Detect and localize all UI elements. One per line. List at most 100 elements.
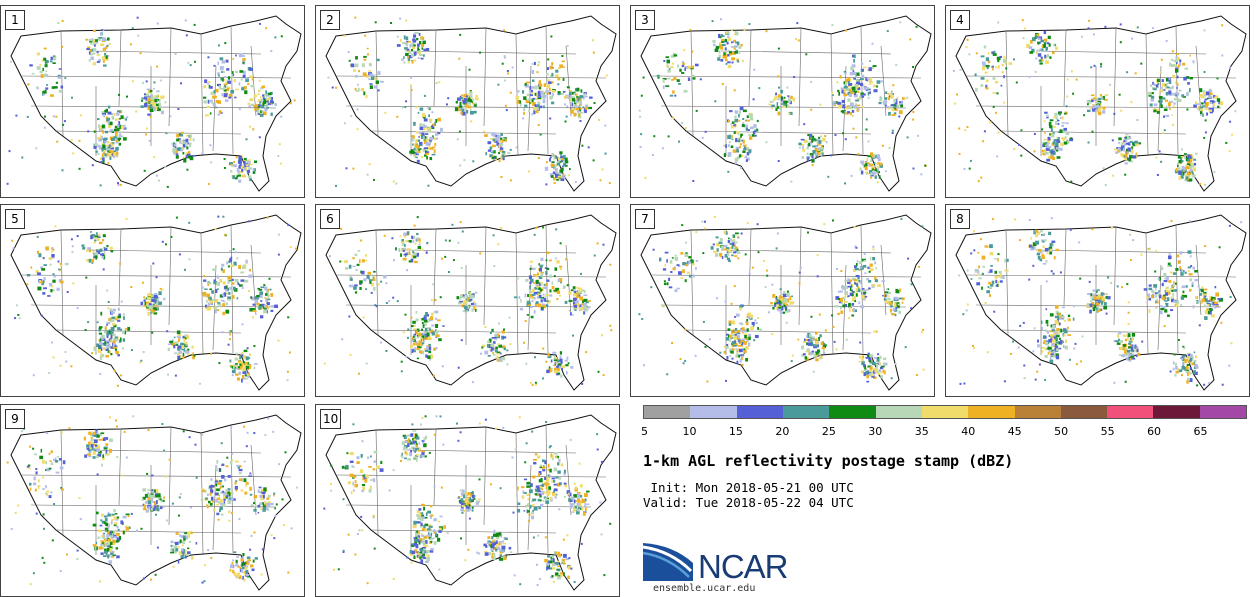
reflectivity-echo [1130, 160, 1133, 163]
reflectivity-echo [405, 355, 408, 358]
reflectivity-echo [1160, 89, 1164, 93]
reflectivity-echo [58, 68, 62, 70]
reflectivity-echo [969, 159, 972, 162]
reflectivity-echo [841, 89, 845, 94]
reflectivity-echo [353, 69, 356, 72]
reflectivity-echo [1096, 98, 1099, 101]
reflectivity-echo [461, 108, 465, 112]
reflectivity-echo [164, 166, 167, 168]
state-border [433, 228, 437, 306]
reflectivity-echo [783, 103, 787, 106]
reflectivity-echo [406, 48, 410, 51]
reflectivity-echo [744, 253, 747, 256]
reflectivity-echo [1203, 29, 1206, 32]
reflectivity-echo [417, 47, 419, 51]
reflectivity-echo [220, 67, 224, 71]
reflectivity-echo [854, 103, 857, 106]
reflectivity-echo [981, 66, 986, 71]
reflectivity-echo [393, 259, 395, 262]
reflectivity-echo [473, 102, 478, 105]
reflectivity-echo [432, 283, 435, 286]
reflectivity-echo [680, 252, 684, 255]
reflectivity-echo [61, 45, 64, 48]
reflectivity-echo [400, 370, 403, 373]
reflectivity-echo [117, 327, 121, 331]
reflectivity-echo [530, 278, 534, 283]
reflectivity-echo [105, 153, 109, 157]
reflectivity-echo [472, 293, 475, 295]
reflectivity-echo [859, 266, 863, 269]
reflectivity-echo [808, 352, 811, 355]
reflectivity-echo [258, 136, 261, 139]
reflectivity-echo [670, 271, 673, 273]
reflectivity-echo [580, 89, 583, 93]
reflectivity-echo [866, 375, 869, 379]
reflectivity-echo [859, 82, 863, 87]
reflectivity-echo [870, 163, 874, 167]
reflectivity-echo [42, 67, 44, 72]
reflectivity-echo [117, 315, 121, 319]
reflectivity-echo [213, 280, 217, 285]
state-border [748, 29, 752, 107]
reflectivity-echo [420, 57, 424, 60]
reflectivity-echo [501, 154, 505, 158]
reflectivity-echo [573, 308, 576, 311]
reflectivity-echo [650, 286, 653, 289]
reflectivity-echo [1160, 308, 1165, 311]
reflectivity-echo [117, 124, 122, 128]
reflectivity-echo [737, 257, 740, 260]
reflectivity-echo [848, 317, 850, 320]
reflectivity-echo [1067, 314, 1071, 318]
reflectivity-echo [247, 357, 251, 360]
reflectivity-echo [1047, 146, 1052, 149]
reflectivity-echo [723, 52, 726, 56]
reflectivity-echo [1158, 290, 1161, 293]
reflectivity-echo [98, 233, 101, 237]
reflectivity-echo [523, 341, 525, 344]
reflectivity-echo [551, 89, 556, 93]
reflectivity-echo [741, 124, 745, 128]
reflectivity-echo [856, 81, 861, 85]
reflectivity-echo [1175, 53, 1179, 55]
reflectivity-echo [117, 307, 120, 311]
reflectivity-echo [106, 245, 109, 248]
reflectivity-echo [958, 153, 961, 155]
reflectivity-echo [1052, 354, 1056, 358]
reflectivity-echo [266, 216, 269, 219]
reflectivity-echo [153, 293, 158, 297]
reflectivity-echo [560, 156, 564, 159]
reflectivity-echo [1043, 30, 1047, 35]
reflectivity-echo [796, 22, 799, 25]
reflectivity-echo [1060, 340, 1063, 344]
reflectivity-echo [177, 355, 181, 360]
reflectivity-echo [550, 35, 553, 38]
reflectivity-echo [50, 341, 53, 344]
reflectivity-echo [568, 309, 571, 312]
postage-stamp-panel: 1 [0, 5, 305, 198]
reflectivity-echo [106, 334, 109, 338]
reflectivity-echo [1028, 46, 1033, 49]
reflectivity-echo [109, 308, 113, 312]
reflectivity-echo [184, 334, 188, 338]
reflectivity-echo [743, 28, 746, 31]
reflectivity-echo [415, 106, 418, 109]
reflectivity-echo [207, 282, 212, 285]
reflectivity-echo [411, 325, 414, 328]
reflectivity-echo [564, 359, 568, 362]
reflectivity-echo [1129, 136, 1132, 139]
reflectivity-echo [679, 68, 682, 72]
reflectivity-echo [15, 114, 18, 117]
reflectivity-echo [728, 259, 731, 263]
reflectivity-echo [236, 175, 239, 178]
reflectivity-echo [14, 317, 17, 319]
reflectivity-echo [558, 172, 562, 175]
reflectivity-echo [178, 351, 183, 354]
state-border [1195, 45, 1202, 117]
reflectivity-echo [231, 282, 235, 285]
reflectivity-echo [719, 238, 723, 242]
reflectivity-echo [415, 156, 418, 159]
reflectivity-echo [419, 41, 422, 45]
reflectivity-echo [963, 167, 966, 170]
reflectivity-echo [48, 372, 51, 374]
reflectivity-echo [124, 118, 127, 121]
